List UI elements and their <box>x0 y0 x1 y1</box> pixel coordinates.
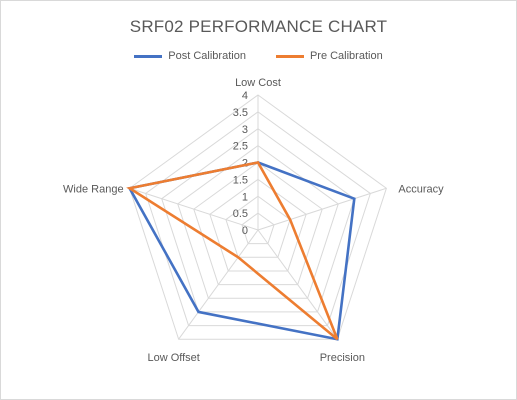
legend-swatch-post-calibration <box>134 54 163 58</box>
legend-label-post-calibration: Post Calibration <box>168 50 246 62</box>
grid-ring-3 <box>209 178 307 272</box>
grid-spoke-2 <box>257 229 338 340</box>
series-line-post-calibration <box>127 161 356 341</box>
grid-ring-6 <box>161 128 355 313</box>
tick-label: 3.5 <box>233 107 248 119</box>
grid-ring-5 <box>177 145 339 299</box>
tick-label: 1.5 <box>233 174 248 186</box>
tick-label: 2.5 <box>233 141 248 153</box>
tick-label: 3 <box>242 124 248 136</box>
legend-item-pre-calibration: Pre Calibration <box>275 50 383 62</box>
tick-label: 2 <box>242 158 248 170</box>
tick-label: 0 <box>242 225 248 237</box>
tick-label: 0.5 <box>233 208 248 220</box>
legend-swatch-pre-calibration <box>275 54 304 58</box>
chart-title: SRF02 PERFORMANCE CHART <box>129 17 388 36</box>
grid-ring-4 <box>193 161 323 286</box>
category-label: Low Offset <box>147 352 199 364</box>
grid-ring-1 <box>241 212 275 245</box>
category-label: Wide Range <box>63 183 124 195</box>
legend: Post Calibration Pre Calibration <box>0 50 517 62</box>
tick-label: 1 <box>242 191 248 203</box>
grid-ring-7 <box>145 111 371 327</box>
grid-spoke-1 <box>257 187 387 231</box>
grid-ring-8 <box>129 94 387 340</box>
category-label: Low Cost <box>235 77 281 89</box>
grid-spoke-4 <box>129 187 259 231</box>
category-label: Accuracy <box>398 183 444 195</box>
tick-label: 4 <box>242 90 248 102</box>
series-line-pre-calibration <box>126 161 339 341</box>
category-label: Precision <box>320 352 365 364</box>
legend-label-pre-calibration: Pre Calibration <box>309 50 383 62</box>
grid-ring-2 <box>225 195 291 258</box>
grid-spoke-3 <box>178 229 259 340</box>
legend-item-post-calibration: Post Calibration <box>134 50 246 62</box>
